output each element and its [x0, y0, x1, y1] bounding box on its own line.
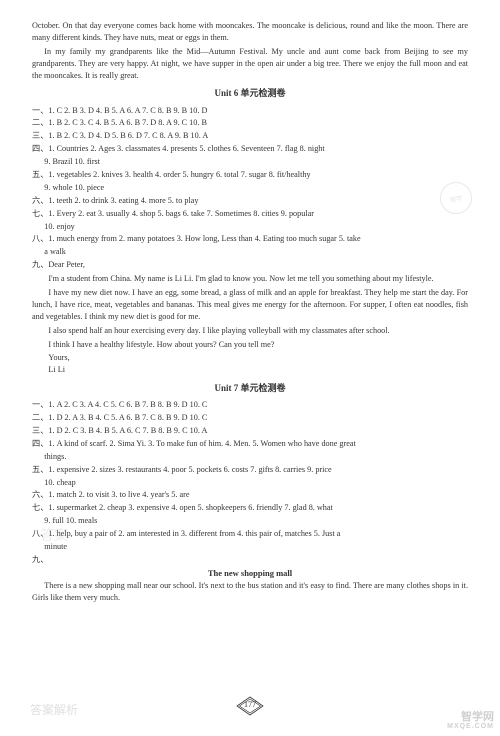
- u6-s6: 六、1. teeth 2. to drink 3. eating 4. more…: [32, 195, 468, 207]
- u7-s8a: 八、1. help, buy a pair of 2. am intereste…: [32, 528, 468, 540]
- u7-s7a: 七、1. supermarket 2. cheap 3. expensive 4…: [32, 502, 468, 514]
- watermark-mid: 答案: [40, 525, 68, 545]
- u6-s8a: 八、1. much energy from 2. many potatoes 3…: [32, 233, 468, 245]
- u6-s4b: 9. Brazil 10. first: [32, 156, 468, 168]
- u7-s2: 二、1. D 2. A 3. B 4. C 5. A 6. B 7. C 8. …: [32, 412, 468, 424]
- watermark-bottom-right: 智学网 MXQE.COM: [447, 712, 494, 730]
- u6-letter: I'm a student from China. My name is Li …: [32, 273, 468, 376]
- watermark-br-bot: MXQE.COM: [447, 723, 494, 730]
- u7-title: The new shopping mall: [32, 567, 468, 579]
- u6-s2: 二、1. B 2. C 3. C 4. B 5. A 6. B 7. D 8. …: [32, 117, 468, 129]
- intro-p2: In my family my grandparents like the Mi…: [32, 46, 468, 82]
- watermark-bottom-left: 答案解析: [30, 701, 78, 718]
- u6-s7b: 10. enjoy: [32, 221, 468, 233]
- u6-s7a: 七、1. Every 2. eat 3. usually 4. shop 5. …: [32, 208, 468, 220]
- u6-s4a: 四、1. Countries 2. Ages 3. classmates 4. …: [32, 143, 468, 155]
- u7-s5b: 10. cheap: [32, 477, 468, 489]
- u7-s4b: things.: [32, 451, 468, 463]
- u7-s5a: 五、1. expensive 2. sizes 3. restaurants 4…: [32, 464, 468, 476]
- u6-letter-p3: I also spend half an hour exercising eve…: [32, 325, 468, 337]
- u7-p1: There is a new shopping mall near our sc…: [32, 580, 468, 604]
- page-number-ornament: 177: [236, 696, 264, 716]
- u6-s9: 九、Dear Peter,: [32, 259, 468, 271]
- u6-letter-p4: I think I have a healthy lifestyle. How …: [32, 339, 468, 351]
- u6-letter-sig1: Yours,: [32, 352, 468, 364]
- u6-s3: 三、1. B 2. C 3. D 4. D 5. B 6. D 7. C 8. …: [32, 130, 468, 142]
- u6-s8b: a walk: [32, 246, 468, 258]
- u6-s5a: 五、1. vegetables 2. knives 3. health 4. o…: [32, 169, 468, 181]
- u7-s8b: minute: [32, 541, 468, 553]
- u7-s4a: 四、1. A kind of scarf. 2. Sima Yi. 3. To …: [32, 438, 468, 450]
- u6-letter-p2: I have my new diet now. I have an egg, s…: [32, 287, 468, 323]
- u6-letter-sig2: Li Li: [32, 364, 468, 376]
- unit6-heading: Unit 6 单元检测卷: [32, 87, 468, 100]
- u6-s5b: 9. whole 10. piece: [32, 182, 468, 194]
- u7-s9: 九、: [32, 554, 468, 566]
- u7-s7b: 9. full 10. meals: [32, 515, 468, 527]
- page-number: 177: [236, 700, 264, 709]
- u7-s6: 六、1. match 2. to visit 3. to live 4. yea…: [32, 489, 468, 501]
- u7-s3: 三、1. D 2. C 3. B 4. B 5. A 6. C 7. B 8. …: [32, 425, 468, 437]
- page-content: October. On that day everyone comes back…: [0, 0, 500, 616]
- watermark-br-top: 智学网: [461, 711, 494, 723]
- u6-letter-p1: I'm a student from China. My name is Li …: [32, 273, 468, 285]
- u7-s1: 一、1. A 2. C 3. A 4. C 5. C 6. B 7. B 8. …: [32, 399, 468, 411]
- intro-p1: October. On that day everyone comes back…: [32, 20, 468, 44]
- u6-s1: 一、1. C 2. B 3. D 4. B 5. A 6. A 7. C 8. …: [32, 105, 468, 117]
- unit7-heading: Unit 7 单元检测卷: [32, 382, 468, 395]
